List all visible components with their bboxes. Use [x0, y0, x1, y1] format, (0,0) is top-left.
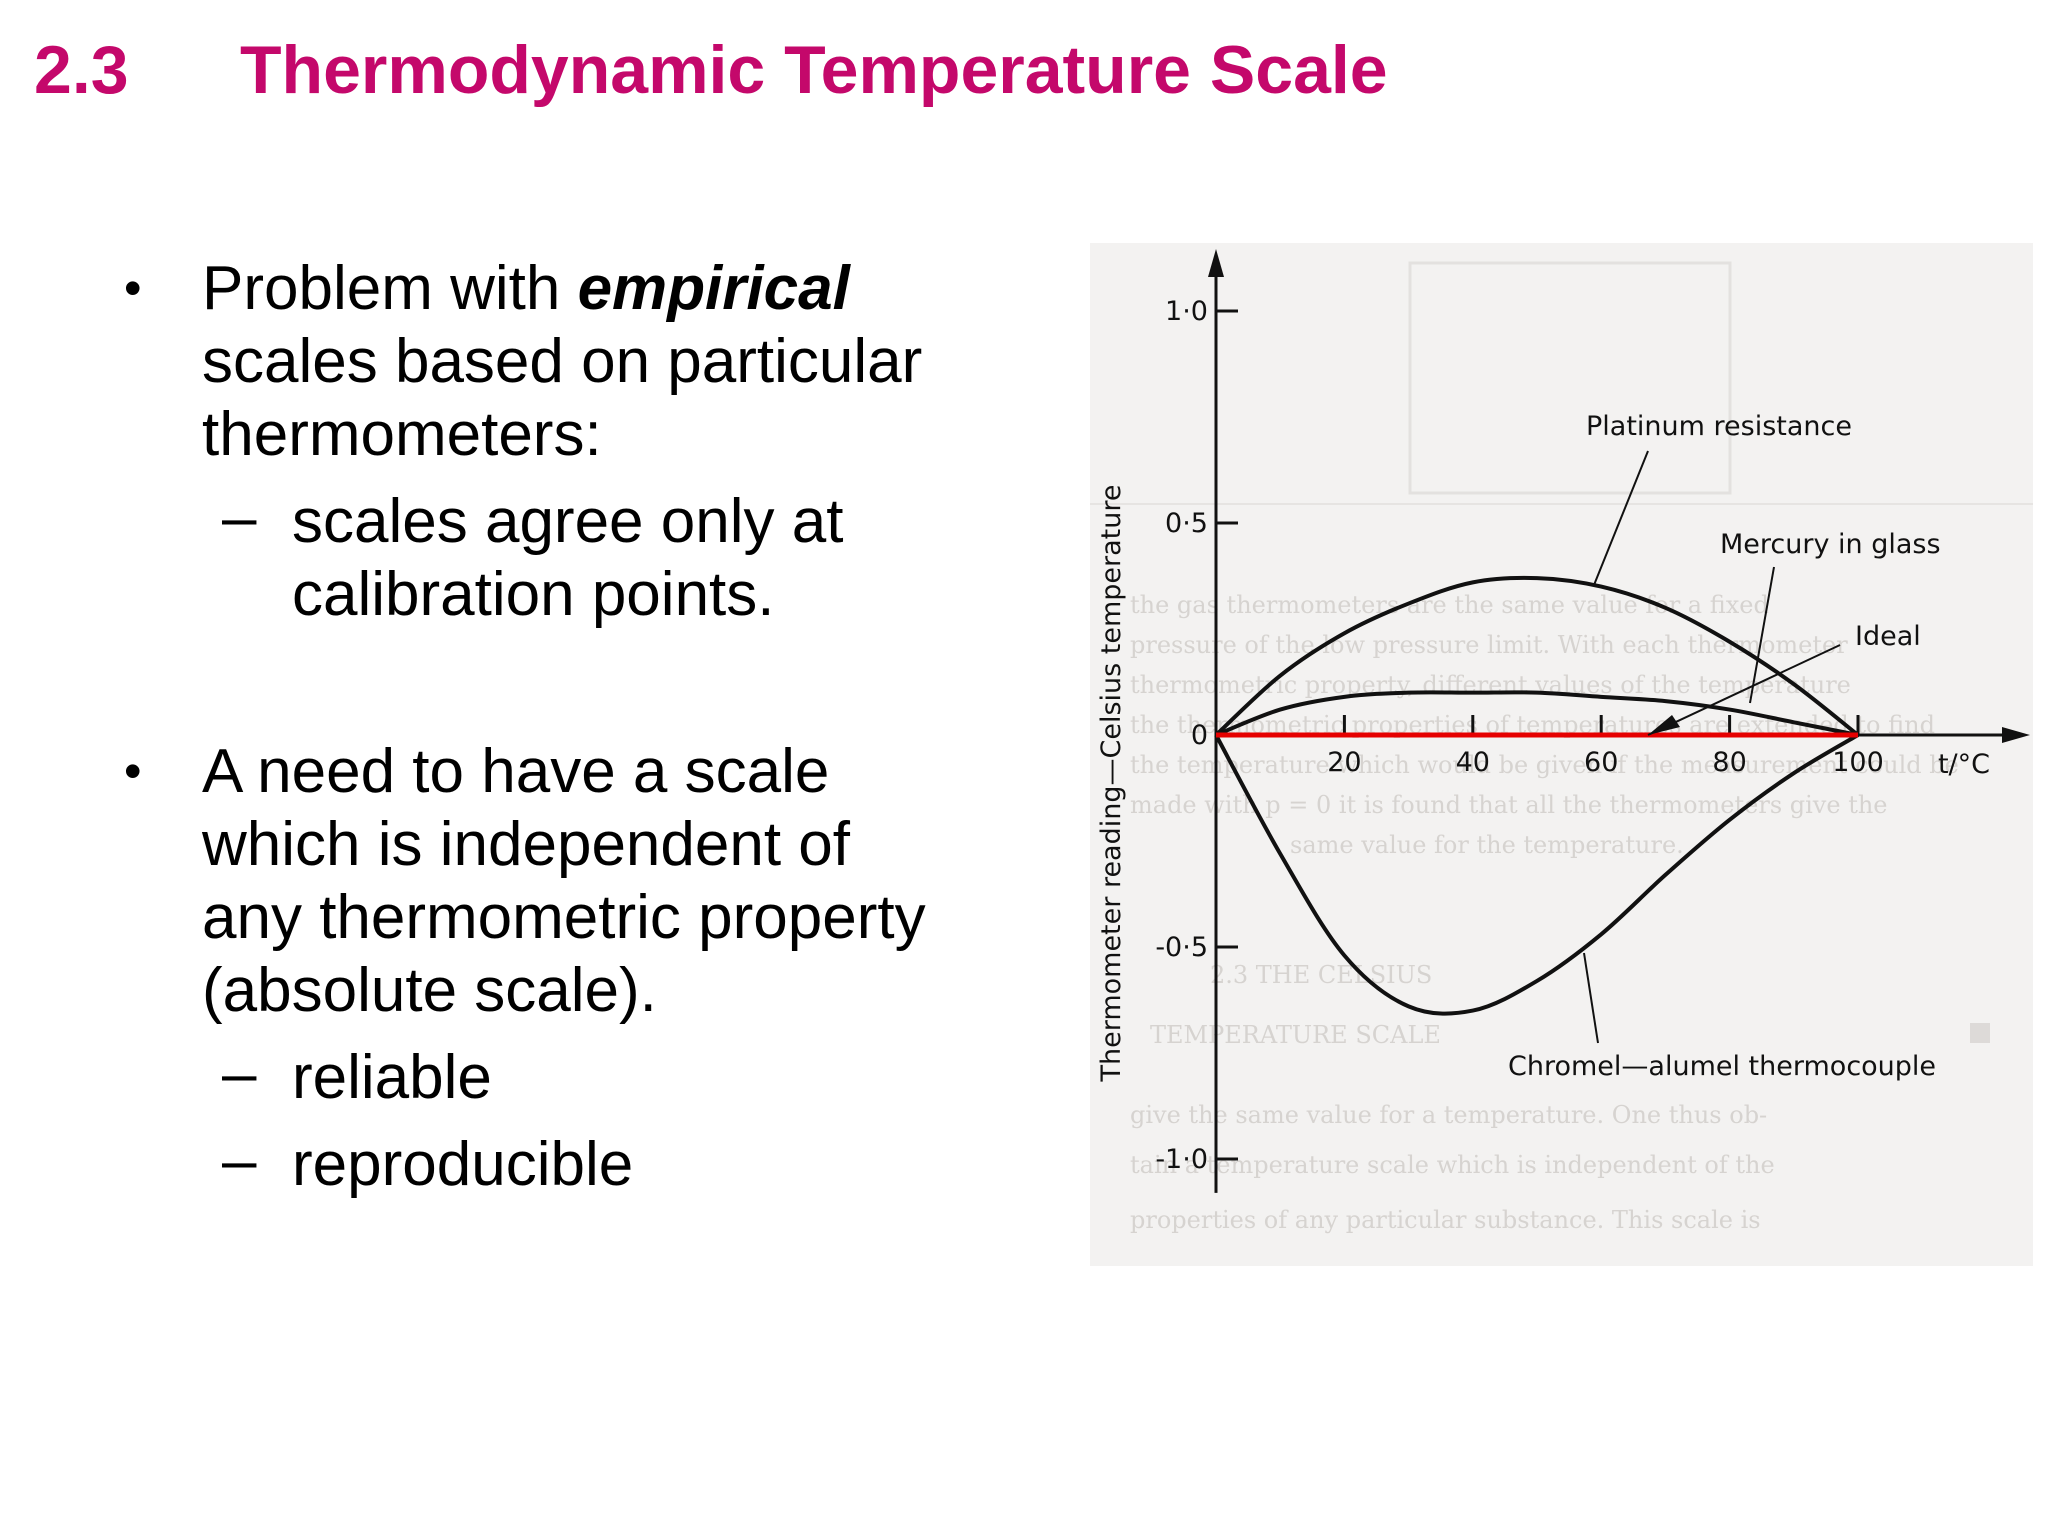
sub-item-line: reliable [292, 1043, 492, 1112]
bullet-text-line: scales based on particular [202, 327, 923, 396]
svg-text:the gas thermometers are the s: the gas thermometers are the same value … [1130, 591, 1769, 619]
ideal-label: Ideal [1855, 621, 1921, 652]
bullet-text-line: (absolute scale). [202, 956, 657, 1025]
svg-text:made with p = 0 it is found th: made with p = 0 it is found that all the… [1130, 791, 1888, 819]
y-tick-label: -1·0 [1155, 1144, 1208, 1175]
x-tick-label: 60 [1584, 747, 1618, 778]
x-axis-label: t/°C [1938, 749, 1990, 780]
bullet-emphasis: empirical [577, 254, 850, 323]
x-tick-label: 40 [1456, 747, 1490, 778]
bullet-dot-icon: • [124, 260, 142, 316]
sub-item: – scales agree only at calibration point… [124, 483, 1024, 631]
svg-text:tain a temperature scale which: tain a temperature scale which is indepe… [1130, 1151, 1775, 1179]
bullet-item: • Problem with empirical scales based on… [124, 252, 1024, 631]
scan-background: the gas thermometers are the same value … [1090, 261, 2033, 1234]
svg-text:properties of any particular s: properties of any particular substance. … [1130, 1206, 1761, 1234]
ideal-arrow-icon [1648, 715, 1680, 735]
sub-item-line: calibration points. [292, 560, 775, 629]
y-axis-arrow-icon [1208, 249, 1224, 277]
series-thermocouple-line [1214, 733, 1860, 1016]
y-axis-label: Thermometer reading—Celsius temperature [1096, 484, 1127, 1082]
bullet-text-line: which is independent of [202, 810, 851, 879]
bullet-text-line: A need to have a scale [202, 737, 830, 806]
thermometer-chart: the gas thermometers are the same value … [1090, 243, 2033, 1266]
bullet-dot-icon: • [124, 743, 142, 799]
dash-icon: – [222, 483, 257, 552]
dash-icon: – [222, 1126, 257, 1195]
x-tick-label: 100 [1832, 747, 1884, 778]
bullet-text-pre: Problem with [202, 254, 578, 323]
mercury-label-leader [1749, 566, 1775, 704]
y-tick-label: 1·0 [1165, 296, 1208, 327]
thermocouple-label-leader [1583, 952, 1599, 1044]
svg-text:give the same value for a temp: give the same value for a temperature. O… [1130, 1101, 1767, 1129]
x-tick-label: 20 [1327, 747, 1361, 778]
series-platinum-line [1214, 575, 1860, 737]
slide-title: 2.3 Thermodynamic Temperature Scale [34, 30, 1388, 110]
svg-text:thermometric property, differe: thermometric property, different values … [1130, 671, 1851, 699]
section-number: 2.3 [34, 32, 129, 108]
thermocouple-label: Chromel—alumel thermocouple [1508, 1051, 1936, 1082]
bullet-list: • Problem with empirical scales based on… [124, 252, 1024, 1201]
mercury-label: Mercury in glass [1720, 529, 1941, 560]
sub-item-line: reproducible [292, 1130, 634, 1199]
platinum-label-leader [1593, 450, 1649, 586]
x-tick-label: 80 [1712, 747, 1746, 778]
chart-svg: the gas thermometers are the same value … [1090, 249, 2033, 1234]
bullet-text-line: Problem with empirical [202, 252, 1024, 325]
bullet-item: • A need to have a scale which is indepe… [124, 735, 1024, 1201]
sub-item: – reliable [124, 1039, 1024, 1114]
svg-text:same value for the temperature: same value for the temperature. [1290, 831, 1684, 859]
bullet-text-line: any thermometric property [202, 883, 926, 952]
svg-text:TEMPERATURE SCALE: TEMPERATURE SCALE [1150, 1021, 1441, 1049]
ideal-label-leader [1647, 644, 1841, 736]
sub-item-line: scales agree only at [292, 487, 844, 556]
section-title: Thermodynamic Temperature Scale [240, 32, 1388, 108]
platinum-label: Platinum resistance [1586, 411, 1852, 442]
sub-item: – reproducible [124, 1126, 1024, 1201]
y-tick-label: 0 [1191, 720, 1208, 751]
x-axis-arrow-icon [2002, 727, 2030, 743]
y-tick-label: 0·5 [1165, 508, 1208, 539]
y-tick-label: -0·5 [1155, 932, 1208, 963]
dash-icon: – [222, 1039, 257, 1108]
svg-text:2.3 THE CELSIUS: 2.3 THE CELSIUS [1210, 961, 1432, 989]
series-mercury-line [1215, 690, 1859, 737]
chart-plot-area: 1·0 0·5 0 -0·5 -1·0 20 40 60 80 100 t/°C Thermomete… [1096, 249, 2030, 1193]
svg-text:pressure of the low pressure l: pressure of the low pressure limit. With… [1130, 631, 1848, 659]
bullet-text-line: thermometers: [202, 400, 602, 469]
